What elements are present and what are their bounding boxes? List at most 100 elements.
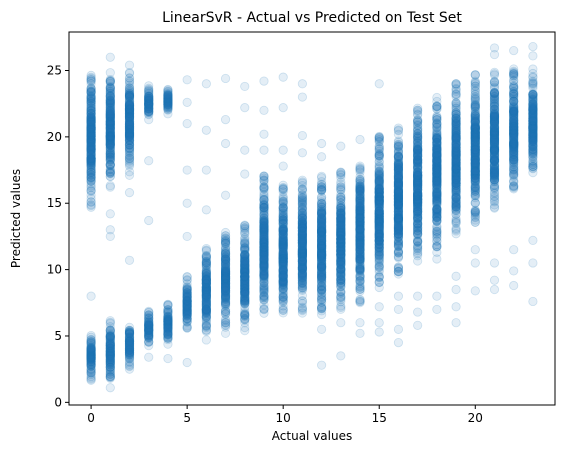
data-point bbox=[105, 340, 115, 351]
data-point bbox=[86, 158, 96, 168]
data-point bbox=[86, 355, 96, 365]
data-point bbox=[86, 357, 96, 367]
data-point bbox=[144, 101, 154, 111]
data-point bbox=[86, 83, 96, 93]
data-point bbox=[86, 335, 96, 345]
data-point bbox=[374, 277, 384, 287]
data-point bbox=[86, 122, 96, 133]
data-point bbox=[105, 360, 115, 370]
data-point bbox=[86, 92, 96, 102]
data-point bbox=[220, 317, 231, 328]
data-point bbox=[86, 134, 96, 145]
data-point bbox=[182, 279, 192, 289]
data-point bbox=[86, 350, 96, 360]
data-point bbox=[105, 119, 115, 130]
data-point bbox=[86, 346, 96, 356]
data-point bbox=[355, 188, 365, 198]
data-point bbox=[86, 354, 96, 364]
data-point bbox=[105, 350, 115, 360]
data-point bbox=[105, 330, 115, 340]
data-point bbox=[259, 258, 269, 268]
data-point bbox=[105, 357, 115, 367]
data-point bbox=[86, 141, 96, 151]
data-point bbox=[86, 108, 96, 119]
data-point bbox=[86, 144, 96, 154]
data-point bbox=[278, 211, 288, 221]
data-point bbox=[220, 260, 231, 270]
data-point bbox=[86, 156, 96, 166]
data-point bbox=[86, 145, 96, 155]
data-point bbox=[86, 106, 96, 116]
data-point bbox=[86, 344, 96, 355]
data-point bbox=[105, 347, 115, 357]
data-point bbox=[86, 87, 96, 97]
data-point bbox=[278, 239, 288, 249]
data-point bbox=[86, 365, 96, 375]
data-point bbox=[393, 212, 404, 223]
data-point bbox=[297, 257, 307, 267]
data-point bbox=[105, 346, 115, 357]
data-point bbox=[86, 95, 96, 105]
data-point bbox=[86, 90, 96, 101]
data-point bbox=[86, 346, 96, 356]
data-point bbox=[86, 334, 96, 345]
data-point bbox=[86, 143, 96, 153]
data-point bbox=[86, 105, 96, 115]
data-point bbox=[86, 154, 96, 164]
data-point bbox=[86, 112, 96, 122]
data-point bbox=[105, 362, 115, 372]
data-point bbox=[86, 167, 96, 177]
data-point bbox=[105, 345, 115, 356]
data-point bbox=[413, 151, 423, 161]
data-point bbox=[336, 228, 346, 238]
data-point bbox=[201, 311, 211, 321]
data-point bbox=[201, 321, 211, 332]
data-point bbox=[86, 343, 96, 354]
data-point bbox=[124, 345, 135, 355]
data-point bbox=[86, 145, 96, 155]
data-point bbox=[413, 249, 423, 259]
data-point bbox=[86, 156, 96, 166]
data-point bbox=[336, 183, 346, 194]
data-point bbox=[86, 156, 96, 166]
data-point bbox=[86, 87, 96, 97]
data-point bbox=[86, 118, 96, 128]
data-point bbox=[86, 126, 96, 136]
data-point bbox=[316, 267, 327, 278]
data-point bbox=[316, 184, 327, 194]
data-point bbox=[86, 144, 96, 154]
data-point bbox=[336, 275, 346, 286]
data-point bbox=[86, 181, 96, 191]
data-point bbox=[86, 87, 96, 98]
data-point bbox=[86, 150, 96, 160]
data-point bbox=[86, 374, 96, 384]
data-point bbox=[86, 73, 96, 83]
data-point bbox=[86, 168, 96, 178]
data-point bbox=[86, 172, 96, 182]
data-point bbox=[86, 129, 96, 139]
data-point bbox=[86, 137, 96, 148]
data-point bbox=[86, 125, 96, 135]
data-point bbox=[86, 169, 96, 180]
data-point bbox=[105, 354, 115, 364]
data-point bbox=[86, 143, 96, 153]
data-point bbox=[86, 201, 96, 211]
data-point bbox=[86, 348, 96, 358]
data-point bbox=[86, 129, 96, 139]
data-point bbox=[86, 125, 96, 135]
data-point bbox=[86, 337, 96, 347]
data-point bbox=[124, 128, 135, 138]
data-point bbox=[105, 326, 115, 336]
data-point bbox=[86, 176, 96, 186]
data-point bbox=[105, 367, 115, 377]
data-point bbox=[86, 137, 96, 147]
data-point bbox=[86, 146, 96, 156]
data-point bbox=[86, 343, 96, 353]
data-point bbox=[374, 258, 384, 268]
data-point bbox=[86, 150, 96, 160]
data-point bbox=[86, 115, 96, 126]
data-point bbox=[105, 337, 115, 347]
data-point bbox=[86, 85, 96, 96]
